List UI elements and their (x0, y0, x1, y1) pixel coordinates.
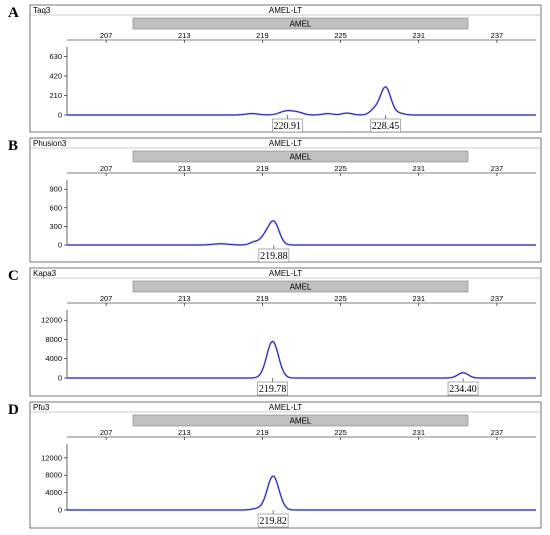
allele-bin-bar (132, 280, 469, 293)
panel-c: C Kapa3 AMEL-LT AMEL 207 213 219 225 231 237 0 4000… (8, 267, 542, 397)
x-tick-label: 231 (412, 428, 425, 437)
x-tick-label: 219 (256, 294, 269, 303)
x-tick-label: 207 (100, 428, 113, 437)
y-tick-label: 300 (49, 222, 62, 231)
trace-shadow (67, 85, 536, 117)
x-tick-label: 225 (334, 31, 347, 40)
peak-label: 219.78 (259, 384, 287, 395)
trace-shadow (67, 219, 536, 247)
y-tick-label: 12000 (41, 316, 62, 325)
allele-bin-label: AMEL (290, 417, 312, 426)
y-tick-label: 900 (49, 185, 62, 194)
panel-letter: D (8, 402, 19, 418)
x-tick-label: 219 (256, 428, 269, 437)
trace-line (67, 340, 536, 379)
y-tick-label: 4000 (45, 354, 62, 363)
panel-a: A Taq3 AMEL-LT AMEL 207 213 219 225 231 237 0 210 42… (8, 4, 542, 133)
peak-label-box (258, 248, 290, 263)
x-tick-label: 237 (491, 164, 504, 173)
x-tick-label: 237 (491, 428, 504, 437)
y-tick-label: 210 (49, 91, 62, 100)
marker-name: AMEL-LT (269, 269, 302, 278)
trace-shadow (67, 340, 536, 380)
panel-b: B Phusion3 AMEL-LT AMEL 207 213 219 225 231 237 0 3… (8, 137, 542, 263)
panel-letter: A (8, 5, 19, 21)
sample-name: Pfu3 (33, 403, 50, 412)
marker-name: AMEL-LT (269, 403, 302, 412)
x-tick-label: 207 (100, 164, 113, 173)
x-tick-label: 213 (178, 31, 191, 40)
y-tick-label: 12000 (41, 453, 62, 462)
x-tick-label: 231 (412, 294, 425, 303)
peak-label-box (370, 118, 401, 133)
peak-label-box (447, 381, 479, 396)
y-tick-label: 0 (58, 506, 62, 515)
x-tick-label: 237 (491, 294, 504, 303)
peak-label: 219.88 (260, 251, 288, 262)
y-tick-label: 600 (49, 203, 62, 212)
peak-label: 219.82 (259, 516, 287, 527)
peak-label-box (257, 513, 289, 528)
x-tick-label: 207 (100, 294, 113, 303)
x-tick-label: 237 (491, 31, 504, 40)
x-tick-label: 207 (100, 31, 113, 40)
allele-bin-bar (132, 414, 469, 427)
peak-label: 228.45 (372, 121, 400, 132)
x-tick-label: 213 (178, 164, 191, 173)
panel-d: D Pfu3 AMEL-LT AMEL 207 213 219 225 231 237 0 4000 8… (8, 401, 542, 529)
x-tick-label: 225 (334, 294, 347, 303)
allele-bin-label: AMEL (290, 153, 312, 162)
allele-bin-label: AMEL (290, 283, 312, 292)
peak-label: 234.40 (449, 384, 477, 395)
x-tick-label: 225 (334, 164, 347, 173)
allele-bin-label: AMEL (290, 20, 312, 29)
y-tick-label: 420 (49, 72, 62, 81)
y-tick-label: 8000 (45, 471, 62, 480)
peak-label-box (257, 381, 288, 396)
peak-label: 220.91 (274, 121, 302, 132)
trace-line (67, 86, 536, 116)
panel-frame (29, 267, 542, 397)
x-tick-label: 225 (334, 428, 347, 437)
x-tick-label: 231 (412, 31, 425, 40)
panel-letter: C (8, 268, 19, 284)
x-tick-label: 231 (412, 164, 425, 173)
x-tick-label: 213 (178, 428, 191, 437)
y-tick-label: 0 (58, 111, 62, 120)
sample-name: Phusion3 (33, 139, 67, 148)
y-tick-label: 0 (58, 241, 62, 250)
trace-shadow (67, 474, 536, 512)
panel-letter: B (8, 138, 18, 154)
marker-name: AMEL-LT (269, 6, 302, 15)
y-tick-label: 630 (49, 52, 62, 61)
marker-name: AMEL-LT (269, 139, 302, 148)
x-tick-label: 219 (256, 31, 269, 40)
trace-line (67, 475, 536, 511)
sample-name: Taq3 (33, 6, 51, 15)
allele-bin-bar (132, 150, 469, 163)
panel-frame (29, 401, 542, 529)
y-tick-label: 0 (58, 374, 62, 383)
trace-line (67, 220, 536, 246)
sample-name: Kapa3 (33, 269, 57, 278)
x-tick-label: 219 (256, 164, 269, 173)
allele-bin-bar (132, 17, 469, 30)
peak-label-box (271, 118, 303, 133)
x-tick-label: 213 (178, 294, 191, 303)
y-tick-label: 8000 (45, 335, 62, 344)
y-tick-label: 4000 (45, 488, 62, 497)
